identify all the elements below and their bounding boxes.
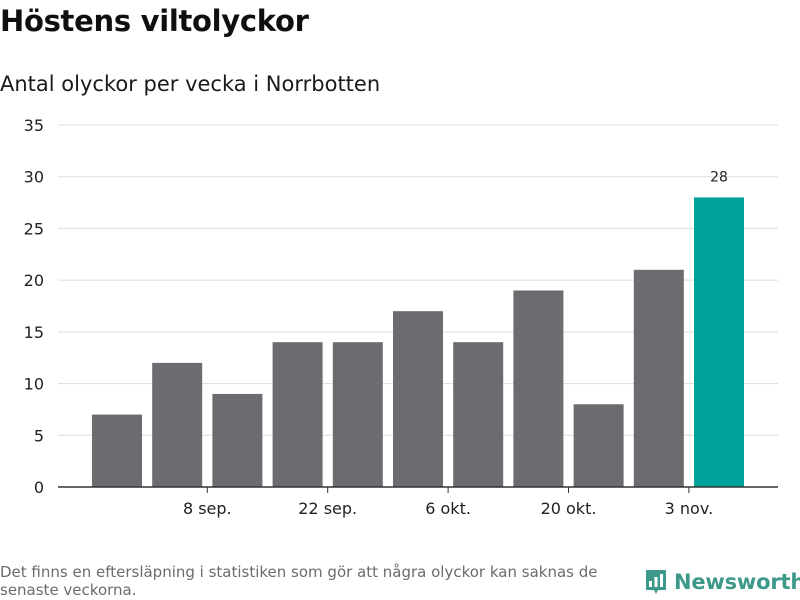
bar-chart: 0 5 10 15 20 25 30 35 8 sep. 22 sep. 6 okt. 20 okt.… bbox=[24, 116, 778, 518]
bar bbox=[513, 290, 564, 487]
y-tick-label: 0 bbox=[34, 478, 44, 497]
brand: Newsworthy bbox=[644, 568, 800, 596]
chart-subtitle: Antal olyckor per vecka i Norrbotten bbox=[0, 72, 381, 96]
bar bbox=[272, 342, 323, 487]
y-tick-label: 20 bbox=[24, 271, 44, 290]
bar bbox=[573, 404, 624, 487]
y-tick-label: 35 bbox=[24, 116, 44, 135]
bar bbox=[332, 342, 383, 487]
footnote: Det finns en eftersläpning i statistiken… bbox=[0, 563, 598, 599]
x-tick-label: 6 okt. bbox=[425, 499, 471, 518]
bar bbox=[152, 362, 203, 487]
bar-highlight bbox=[694, 197, 744, 487]
bar bbox=[393, 311, 443, 487]
bar bbox=[92, 414, 142, 487]
x-tick-label: 22 sep. bbox=[298, 499, 357, 518]
x-tick-label: 3 nov. bbox=[665, 499, 714, 518]
x-tick-label: 8 sep. bbox=[183, 499, 232, 518]
newsworthy-logo-icon bbox=[646, 570, 666, 594]
bar bbox=[453, 342, 504, 487]
x-tick-label: 20 okt. bbox=[541, 499, 597, 518]
bar bbox=[212, 393, 263, 487]
y-tick-label: 15 bbox=[24, 323, 44, 342]
y-tick-label: 30 bbox=[24, 168, 44, 187]
brand-name: Newsworthy bbox=[674, 570, 800, 594]
y-tick-label: 10 bbox=[24, 375, 44, 394]
bar bbox=[633, 269, 684, 487]
data-label: 28 bbox=[710, 169, 728, 185]
y-tick-label: 5 bbox=[34, 426, 44, 445]
chart-title: Höstens viltolyckor bbox=[0, 4, 309, 38]
y-tick-label: 25 bbox=[24, 219, 44, 238]
